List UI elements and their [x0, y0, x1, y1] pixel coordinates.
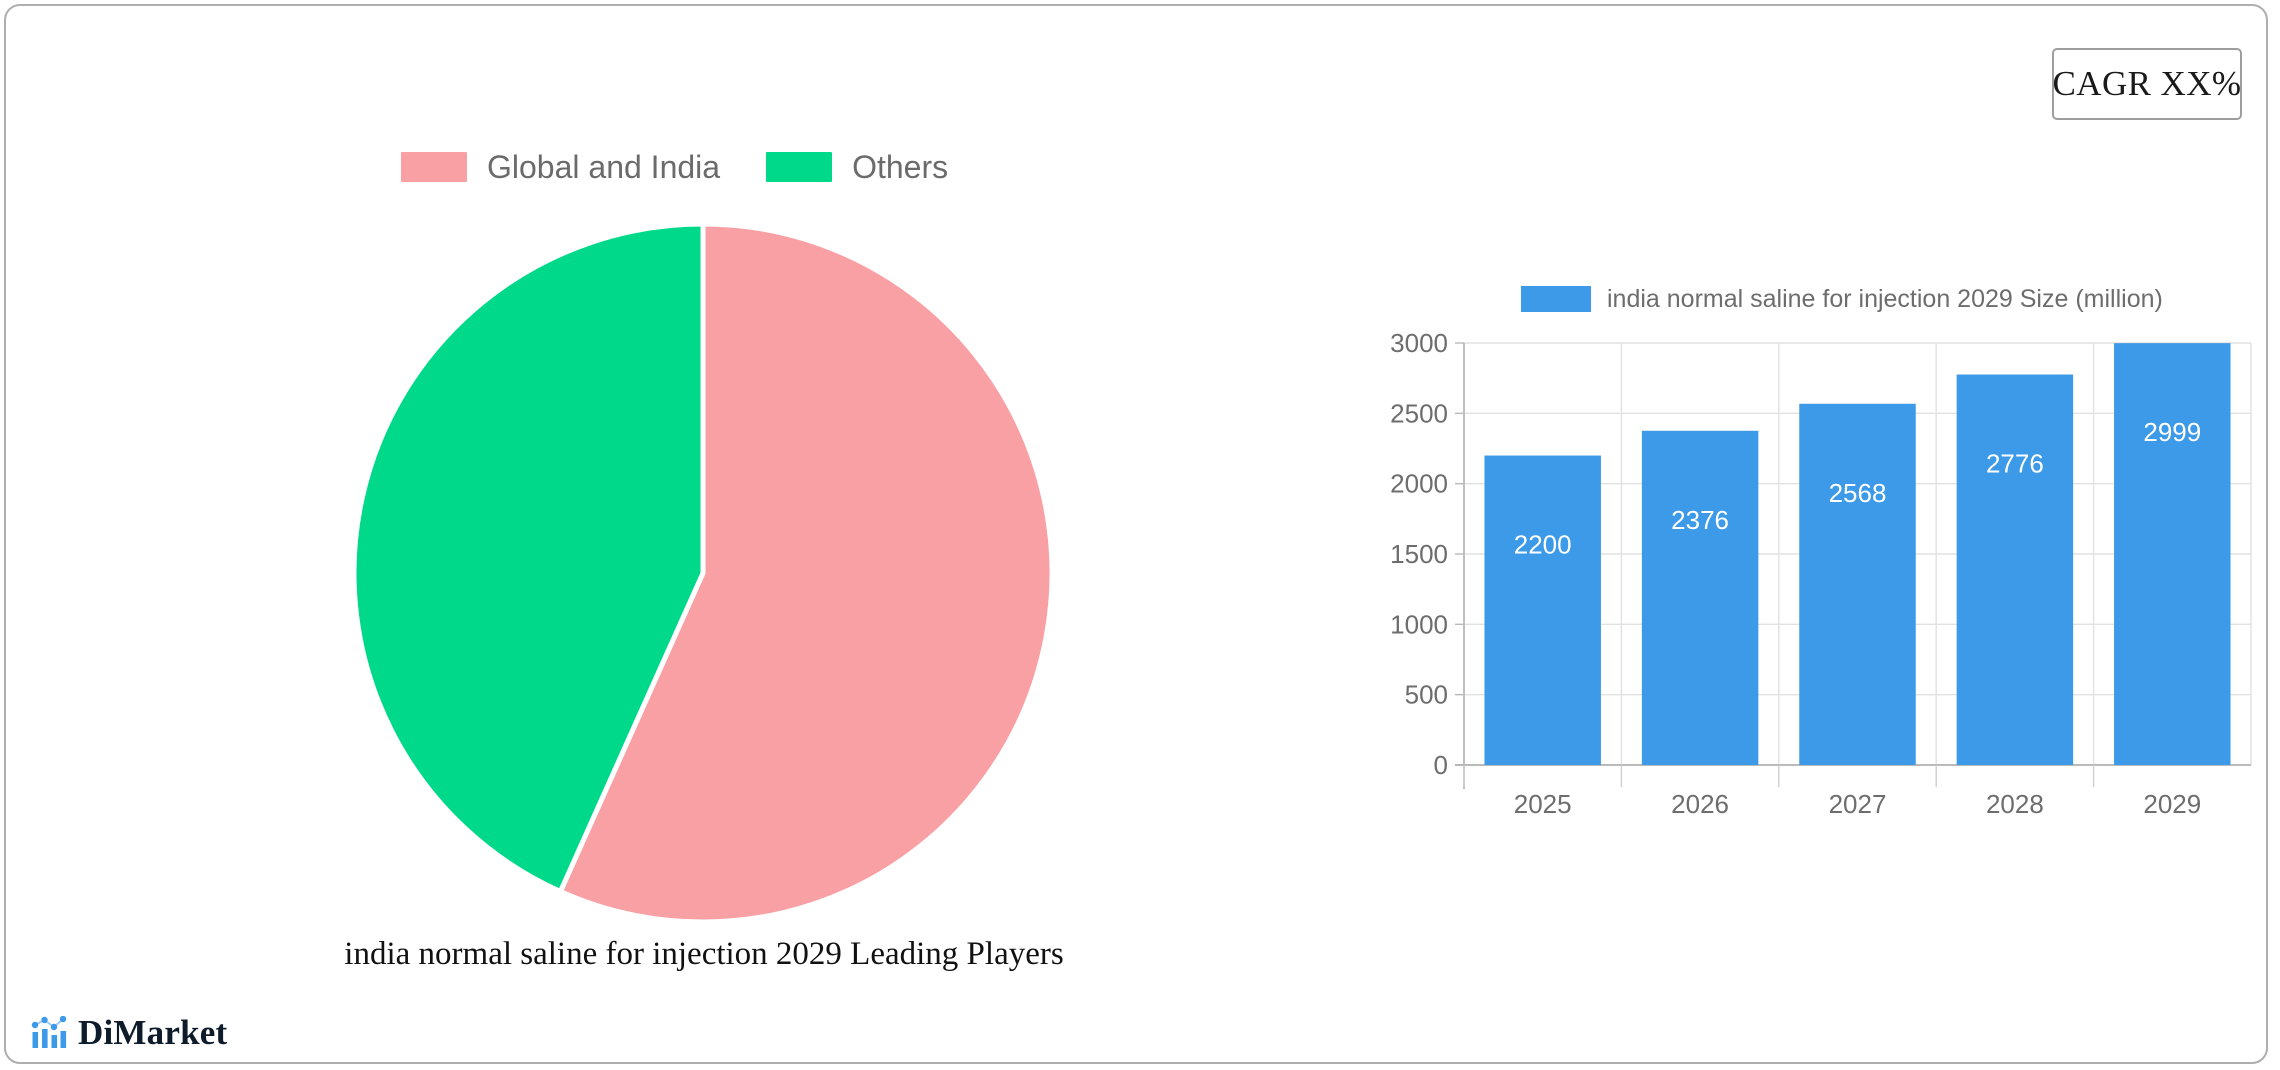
bar-legend-label: india normal saline for injection 2029 S… — [1607, 284, 2163, 313]
pie-chart-caption: india normal saline for injection 2029 L… — [344, 936, 1064, 972]
legend-swatch-icon — [766, 152, 833, 182]
pie-slice[interactable] — [353, 223, 706, 895]
y-tick-label: 0 — [1434, 750, 1448, 780]
legend-swatch-icon — [1521, 286, 1591, 312]
cagr-badge-label: CAGR XX% — [2052, 64, 2242, 103]
bar[interactable] — [2114, 343, 2231, 765]
report-card: CAGR XX% Global and India Others india n… — [4, 4, 2268, 1064]
bar-chart-panel: india normal saline for injection 2029 S… — [1346, 286, 2256, 819]
pie-legend: Global and India Others — [401, 151, 948, 183]
bar-chart-svg: 0 500 1000 1500 2000 2500 3000 2200 2025 2376 2026… — [1390, 331, 2252, 819]
bar-value-label: 2376 — [1671, 505, 1729, 535]
pie-legend-item-global-and-india[interactable]: Global and India — [401, 151, 720, 183]
x-tick-label: 2029 — [2143, 789, 2201, 819]
bar[interactable] — [1484, 455, 1601, 765]
legend-swatch-icon — [401, 152, 467, 182]
bar[interactable] — [1799, 403, 1916, 765]
bar[interactable] — [1641, 430, 1759, 765]
pie-legend-item-others[interactable]: Others — [766, 151, 948, 183]
x-tick-label: 2026 — [1671, 789, 1729, 819]
pie-legend-label: Global and India — [487, 149, 721, 185]
x-tick-label: 2025 — [1514, 789, 1572, 819]
dimarket-logo-text: DiMarket — [78, 1013, 228, 1052]
bar-value-label: 2568 — [1829, 478, 1887, 508]
y-tick-label: 500 — [1405, 680, 1448, 710]
x-tick-label: 2027 — [1829, 789, 1887, 819]
y-tick-label: 2000 — [1390, 469, 1448, 499]
bar-chart-logo-icon — [31, 1015, 67, 1048]
pie-chart — [353, 223, 1053, 923]
y-tick-label: 3000 — [1390, 331, 1448, 358]
pie-slice[interactable] — [557, 223, 1053, 923]
bar-value-label: 2999 — [2143, 417, 2201, 447]
bar[interactable] — [1956, 374, 2074, 765]
pie-legend-label: Others — [852, 149, 949, 185]
bar-legend: india normal saline for injection 2029 S… — [1521, 286, 2163, 312]
x-tick-label: 2028 — [1986, 789, 2044, 819]
y-tick-label: 2500 — [1390, 398, 1448, 428]
y-tick-label: 1500 — [1390, 539, 1448, 569]
y-tick-label: 1000 — [1390, 609, 1448, 639]
pie-chart-panel: Global and India Others india normal sal… — [6, 6, 1306, 1066]
bar-value-label: 2776 — [1986, 449, 2044, 479]
bar-chart-plot: 0 500 1000 1500 2000 2500 3000 2200 2025 2376 2026… — [1346, 331, 2256, 821]
cagr-badge: CAGR XX% — [2052, 48, 2242, 120]
dimarket-logo: DiMarket — [30, 1015, 227, 1050]
bar-value-label: 2200 — [1514, 530, 1572, 560]
pie-chart-svg — [353, 223, 1053, 923]
